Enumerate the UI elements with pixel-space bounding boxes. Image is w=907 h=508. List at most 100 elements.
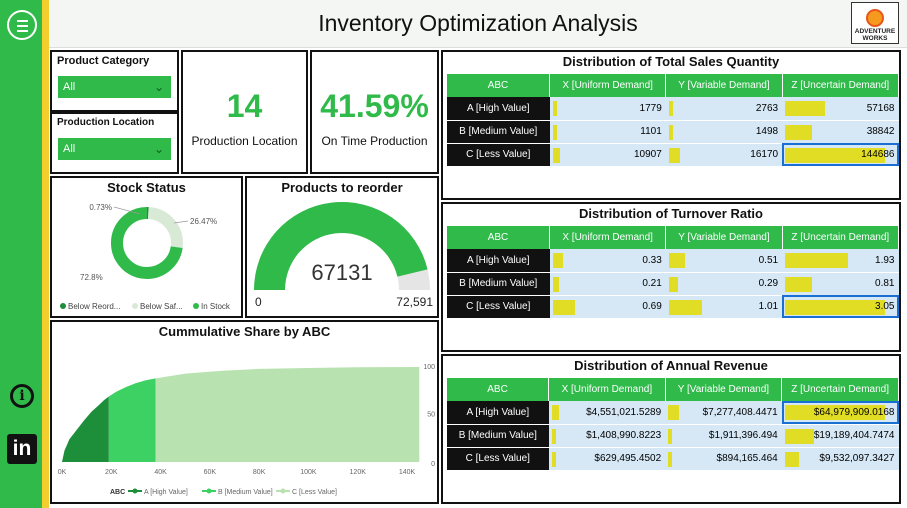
data-bar [552,276,560,292]
donut-data-label: 0.73% [89,203,112,212]
donut-slice[interactable] [111,207,183,279]
row-header[interactable]: C [Less Value] [447,143,550,167]
row-header[interactable]: A [High Value] [447,97,550,121]
table-cell[interactable]: $4,551,021.5289 [548,401,666,425]
table-cell[interactable]: 0.29 [665,272,783,296]
table-header-row: ABC X [Uniform Demand] Y [Variable Demand]… [447,74,900,97]
leader-line [113,206,141,215]
gauge-fill[interactable] [254,202,428,290]
table-row: A [High Value] $4,551,021.5289 $7,277,408.… [447,401,899,425]
table-cell[interactable]: 2763 [665,97,783,121]
cell-value: 16170 [750,149,779,160]
column-header[interactable]: Y [Variable Demand] [665,226,783,249]
cell-value: $7,277,408.4471 [702,406,778,418]
table-cell[interactable]: 38842 [782,120,899,144]
sales-quantity-table: ABC X [Uniform Demand] Y [Variable Demand]… [447,74,900,167]
column-header[interactable]: Y [Variable Demand] [665,378,783,401]
table-cell[interactable]: $9,532,097.3427 [781,447,899,471]
table-cell[interactable]: $7,277,408.4471 [665,401,782,425]
table-cell[interactable]: 0.21 [549,272,666,296]
panel-title: Products to reorder [281,180,403,195]
annual-revenue-table: ABC X [Uniform Demand] Y [Variable Demand]… [447,378,899,471]
data-bar [552,147,561,163]
data-bar [668,253,686,268]
product-category-dropdown[interactable]: All ⌄ [58,76,171,98]
column-header[interactable]: ABC [447,226,551,249]
table-cell[interactable]: 0.33 [549,249,666,273]
sales-quantity-panel: Distribution of Total Sales Quantity ABC… [441,50,901,200]
logo-text: ADVENTURE WORKS [854,28,896,42]
data-bar [785,299,886,315]
table-cell[interactable]: $629,495.4502 [548,447,666,471]
kpi-value: 41.59% [320,88,429,124]
info-icon[interactable]: i [10,384,34,408]
column-header[interactable]: X [Uniform Demand] [549,226,667,249]
table-cell[interactable]: 0.69 [549,295,666,319]
row-header[interactable]: B [Medium Value] [447,120,550,144]
production-location-dropdown[interactable]: All ⌄ [58,138,171,160]
table-cell[interactable]: $894,165.464 [665,447,782,471]
table-cell[interactable]: 10907 [549,143,666,167]
table-cell[interactable]: 0.81 [782,272,899,296]
donut-slice[interactable] [111,207,183,279]
legend-label[interactable]: Below Reord... [68,302,120,311]
cumulative-share-panel: Cummulative Share by ABC 0K 20K 40K 60K 80K 1… [50,320,439,504]
table-cell[interactable]: 0.51 [665,249,783,273]
column-header[interactable]: Y [Variable Demand] [665,74,783,97]
row-header[interactable]: C [Less Value] [447,295,550,319]
gauge-value: 67131 [311,260,372,285]
row-header[interactable]: B [Medium Value] [447,272,550,296]
row-header[interactable]: B [Medium Value] [447,424,549,448]
table-cell[interactable]: 16170 [665,143,783,167]
table-cell[interactable]: $1,911,396.494 [665,424,782,448]
legend-label[interactable]: In Stock [201,302,231,311]
donut-data-label: 72.8% [80,273,103,282]
data-bar [668,147,680,163]
table-cell[interactable]: 3.05 [782,295,899,319]
column-header[interactable]: X [Uniform Demand] [548,378,666,401]
table-cell[interactable]: 1101 [549,120,666,144]
column-header[interactable]: ABC [447,378,550,401]
row-header[interactable]: C [Less Value] [447,447,549,471]
x-tick-label: 80K [253,469,266,476]
row-header[interactable]: A [High Value] [447,401,549,425]
dropdown-value: All [63,81,76,93]
chevron-down-icon: ⌄ [153,80,164,94]
table-cell[interactable]: 57168 [782,97,899,121]
area-series[interactable] [108,378,156,462]
table-cell[interactable]: $19,189,404.7474 [781,424,899,448]
table-cell[interactable]: 1.93 [782,249,899,273]
hamburger-icon[interactable] [7,10,37,40]
cell-value: $4,551,021.5289 [586,406,662,418]
table-cell[interactable]: 1779 [549,97,666,121]
data-bar [668,451,673,467]
column-header[interactable]: Z [Uncertain Demand] [782,226,900,249]
column-header[interactable]: Z [Uncertain Demand] [781,378,899,401]
table-title: Distribution of Turnover Ratio [579,206,763,221]
legend-label[interactable]: Below Saf... [140,302,183,311]
cell-value: 1.01 [758,301,779,312]
row-header[interactable]: A [High Value] [447,249,550,273]
data-bar [784,428,815,444]
area-series[interactable] [155,367,420,462]
kpi-production-location: 14 Production Location [181,50,308,174]
legend-label[interactable]: A [High Value] [144,489,188,496]
table-row: B [Medium Value] $1,408,990.8223 $1,911,39… [447,424,899,448]
table-cell[interactable]: 1498 [665,120,783,144]
cell-value: $1,408,990.8223 [586,430,662,441]
legend-label[interactable]: C [Less Value] [292,489,337,496]
legend-label[interactable]: B [Medium Value] [218,489,273,496]
column-header[interactable]: Z [Uncertain Demand] [782,74,900,97]
table-cell[interactable]: $1,408,990.8223 [548,424,666,448]
area-series[interactable] [62,396,109,462]
slicer-title: Product Category [57,55,150,67]
column-header[interactable]: ABC [447,74,551,97]
table-cell[interactable]: 1.01 [665,295,783,319]
linkedin-icon[interactable]: in [7,434,37,464]
y-tick-label: 50 [427,412,435,419]
cell-value: 38842 [866,126,895,137]
table-row: C [Less Value] $629,495.4502 $894,165.464 $… [447,447,899,471]
table-cell[interactable]: 144686 [782,143,899,167]
table-cell[interactable]: $64,979,909.0168 [781,401,899,425]
column-header[interactable]: X [Uniform Demand] [549,74,667,97]
